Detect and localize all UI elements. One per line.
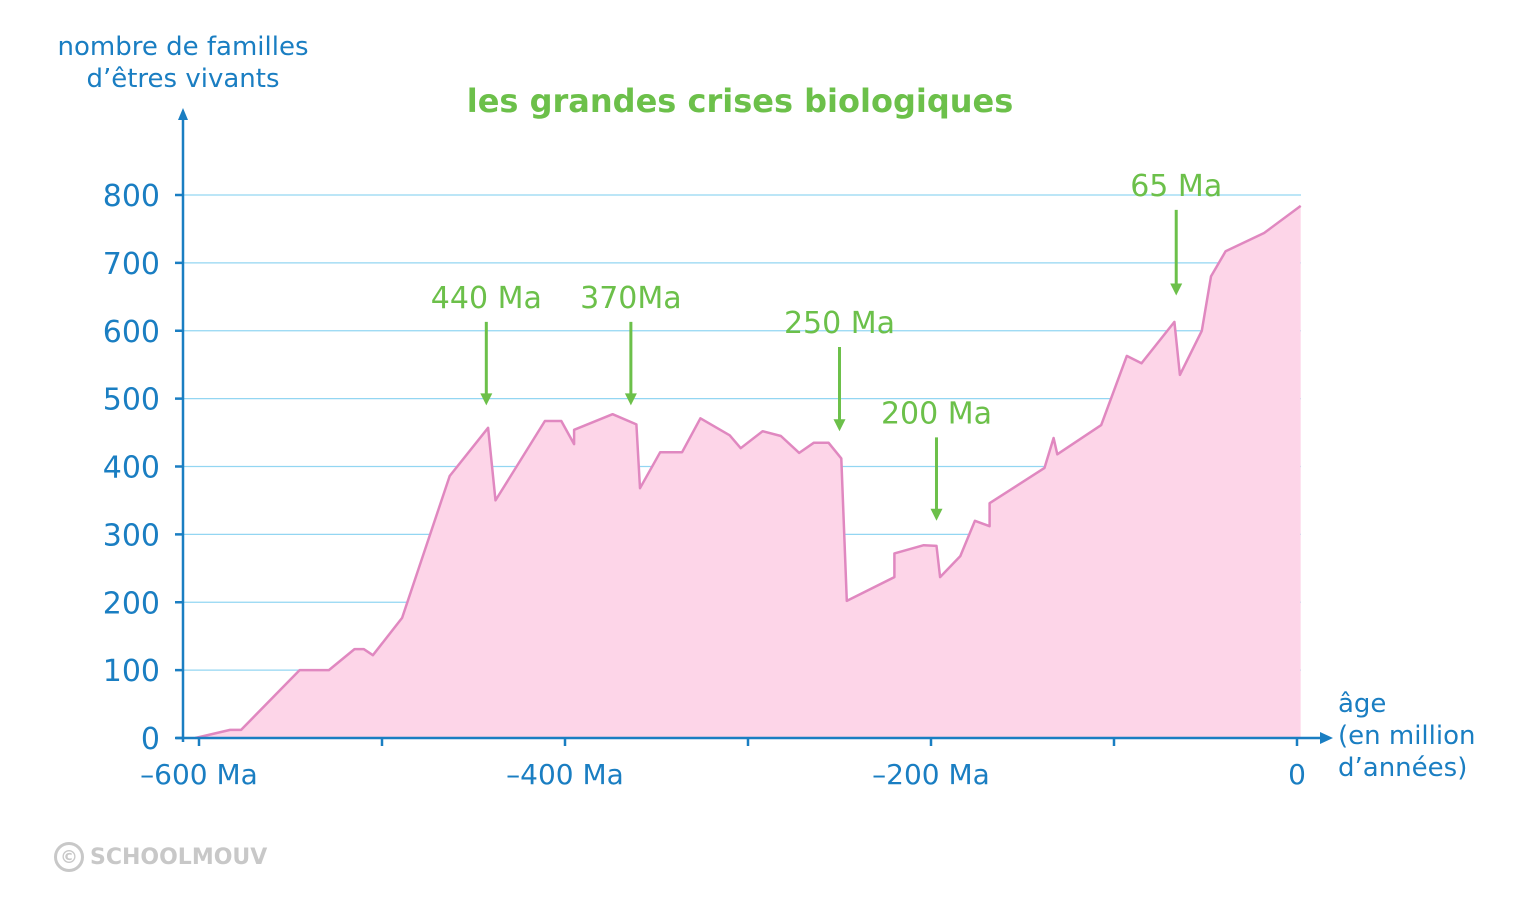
y-axis-label: nombre de familles d’êtres vivants: [40, 31, 326, 95]
y-tick-label: 0: [141, 722, 160, 757]
x-axis-label-line1: âge: [1338, 689, 1387, 719]
copyright-icon: ©: [54, 842, 84, 872]
crisis-arrowhead-icon: [624, 393, 637, 406]
y-tick-label: 300: [103, 518, 160, 553]
crisis-arrowhead-icon: [930, 508, 943, 521]
crisis-arrowhead-icon: [480, 393, 493, 406]
chart-title: les grandes crises biologiques: [466, 82, 1014, 120]
x-tick-label: 0: [1288, 758, 1306, 791]
x-tick-label: –400 Ma: [506, 758, 624, 791]
x-axis-label-line3: d’années): [1338, 753, 1468, 783]
crisis-label: 250 Ma: [784, 306, 895, 341]
crisis-arrowhead-icon: [833, 419, 846, 432]
y-axis-label-line1: nombre de familles: [57, 32, 309, 62]
y-tick-label: 400: [103, 451, 160, 486]
y-tick-label: 100: [103, 654, 160, 689]
y-axis-label-line2: d’êtres vivants: [86, 64, 280, 94]
crisis-label: 65 Ma: [1130, 169, 1222, 204]
crisis-label: 440 Ma: [431, 281, 542, 316]
y-tick-label: 800: [103, 179, 160, 214]
y-tick-label: 700: [103, 247, 160, 282]
x-tick-label: –200 Ma: [872, 758, 990, 791]
x-tick-label: –600 Ma: [140, 758, 258, 791]
y-tick-label: 200: [103, 586, 160, 621]
watermark-text: SCHOOLMOUV: [90, 844, 268, 870]
x-axis-label: âge (en million d’années): [1338, 688, 1476, 784]
crisis-label: 370Ma: [580, 281, 682, 316]
x-axis-arrow-icon: [1320, 732, 1333, 744]
crisis-label: 200 Ma: [881, 396, 992, 431]
crisis-arrowhead-icon: [1170, 283, 1183, 296]
y-axis-arrow-icon: [178, 108, 188, 120]
area-fill: [195, 205, 1301, 738]
y-tick-label: 500: [103, 383, 160, 418]
watermark: © SCHOOLMOUV: [54, 842, 267, 872]
y-tick-label: 600: [103, 315, 160, 350]
x-axis-label-line2: (en million: [1338, 721, 1476, 751]
